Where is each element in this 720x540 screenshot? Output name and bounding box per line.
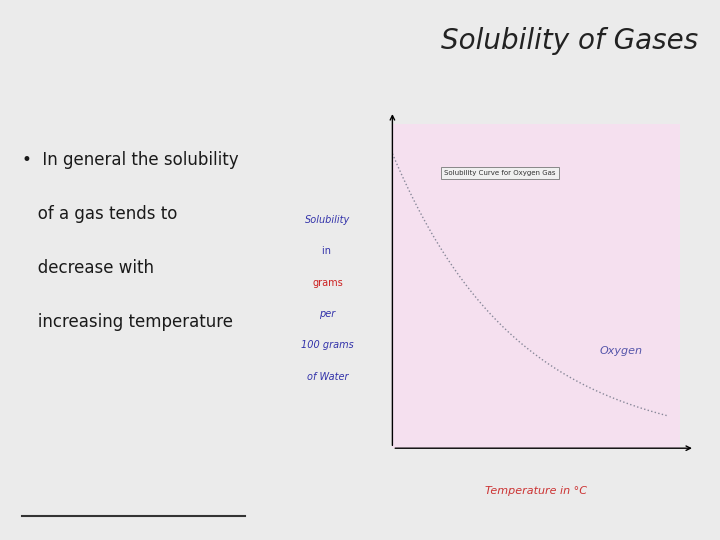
Text: of a gas tends to: of a gas tends to [22,205,177,223]
Text: 100 grams: 100 grams [301,340,354,350]
Text: Solubility Curve for Oxygen Gas: Solubility Curve for Oxygen Gas [444,170,556,176]
Text: Temperature in °C: Temperature in °C [485,486,588,496]
Text: •  In general the solubility: • In general the solubility [22,151,238,169]
Text: increasing temperature: increasing temperature [22,313,233,331]
Text: Solubility of Gases: Solubility of Gases [441,27,698,55]
Text: Oxygen: Oxygen [600,346,643,356]
Text: per: per [320,309,336,319]
Text: of Water: of Water [307,372,348,382]
Text: grams: grams [312,278,343,288]
Text: in: in [322,246,333,256]
Text: Solubility: Solubility [305,215,350,225]
Text: decrease with: decrease with [22,259,153,277]
